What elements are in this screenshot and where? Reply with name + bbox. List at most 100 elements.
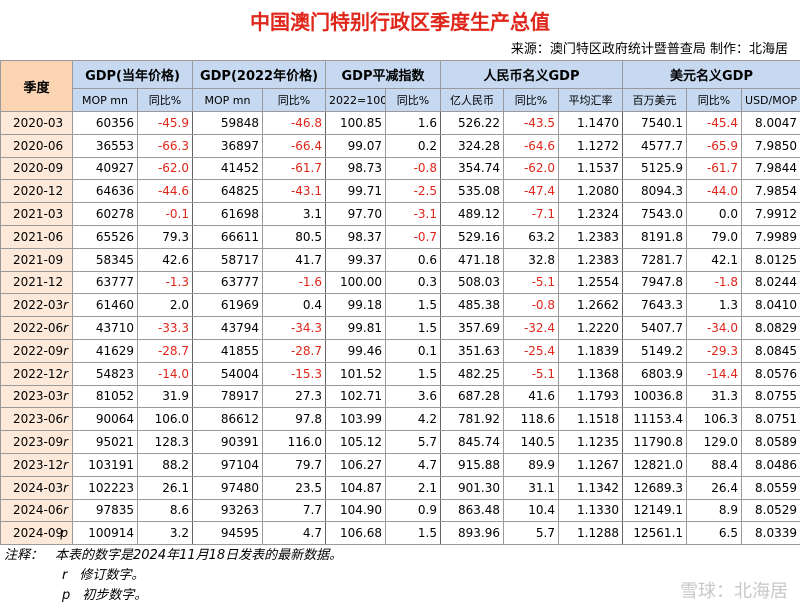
value-cell: 6803.9	[622, 361, 688, 386]
value-cell: 41.7	[262, 247, 326, 272]
value-cell: 0.9	[385, 498, 441, 523]
value-cell: 99.81	[325, 316, 386, 340]
value-cell: -44.6	[137, 179, 193, 204]
value-cell: 8.0755	[741, 384, 800, 409]
value-cell: -28.7	[262, 338, 326, 363]
value-cell: -47.4	[503, 179, 559, 204]
value-cell: 88.4	[686, 452, 743, 477]
value-cell: 7.9850	[741, 133, 800, 158]
data-row: 2020-03 60356 -45.9 59848 -46.8 100.85 1.6 526.…	[0, 111, 800, 135]
value-cell: 1.6	[385, 111, 441, 135]
unit-header: 亿人民币	[440, 88, 504, 112]
value-cell: 61969	[192, 293, 263, 318]
value-cell: 1.2080	[557, 179, 624, 204]
note-symbol-text: 初步数字。	[82, 588, 148, 603]
value-cell: -61.7	[262, 156, 326, 181]
value-cell: 12561.1	[622, 521, 688, 546]
note-line: 注释： 本表的数字是2024年11月18日发表的最新数据。	[4, 546, 342, 566]
data-row: 2023-09 r 95021 128.3 90391 116.0 105.12 5.7 845…	[0, 430, 800, 454]
value-cell: 1.1288	[557, 521, 624, 546]
value-cell: 100.00	[325, 270, 386, 295]
unit-header: MOP mn	[72, 88, 138, 112]
value-cell: 97.8	[262, 407, 326, 432]
value-cell: 95021	[72, 430, 138, 454]
data-row: 2021-12 63777 -1.3 63777 -1.6 100.00 0.3 508.03…	[0, 270, 800, 295]
value-cell: 1.1839	[557, 338, 624, 363]
value-cell: 90391	[192, 430, 263, 454]
value-cell: 3.6	[385, 384, 441, 409]
quarter-cell: 2021-09	[0, 247, 73, 272]
quarter-cell: 2024-06 r	[0, 498, 73, 523]
value-cell: 58345	[72, 247, 138, 272]
value-cell: -5.1	[503, 361, 559, 386]
value-cell: 7281.7	[622, 247, 688, 272]
value-cell: 8094.3	[622, 179, 688, 204]
quarter: 2021-03	[13, 207, 64, 222]
value-cell: 8.0576	[741, 361, 800, 386]
value-cell: 529.16	[440, 224, 504, 249]
quarter: 2024-09	[13, 526, 64, 541]
quarter: 2023-03	[13, 389, 64, 404]
value-cell: 8.0529	[741, 498, 800, 523]
value-cell: 79.7	[262, 452, 326, 477]
value-cell: -1.6	[262, 270, 326, 295]
value-cell: 41629	[72, 338, 138, 363]
value-cell: 27.3	[262, 384, 326, 409]
value-cell: 1.2220	[557, 316, 624, 340]
value-cell: 41855	[192, 338, 263, 363]
value-cell: -28.7	[137, 338, 193, 363]
value-cell: 0.1	[385, 338, 441, 363]
value-cell: 781.92	[440, 407, 504, 432]
value-cell: 1.2383	[557, 247, 624, 272]
value-cell: 1.5	[385, 316, 441, 340]
quarter-cell: 2023-06 r	[0, 407, 73, 432]
value-cell: 101.52	[325, 361, 386, 386]
value-cell: 2.0	[137, 293, 193, 318]
value-cell: -5.1	[503, 270, 559, 295]
value-cell: 99.18	[325, 293, 386, 318]
quarter-cell: 2020-09	[0, 156, 73, 181]
value-cell: 140.5	[503, 430, 559, 454]
unit-header: 同比%	[385, 88, 441, 112]
value-cell: 1.2662	[557, 293, 624, 318]
value-cell: 79.0	[686, 224, 743, 249]
value-cell: 535.08	[440, 179, 504, 204]
value-cell: 7540.1	[622, 111, 688, 135]
value-cell: 893.96	[440, 521, 504, 546]
value-cell: 351.63	[440, 338, 504, 363]
value-cell: 0.6	[385, 247, 441, 272]
value-cell: 508.03	[440, 270, 504, 295]
quarter-cell: 2022-06 r	[0, 316, 73, 340]
value-cell: 54823	[72, 361, 138, 386]
quarter-cell: 2023-12 r	[0, 452, 73, 477]
value-cell: 8.0244	[741, 270, 800, 295]
value-cell: 31.1	[503, 475, 559, 500]
value-cell: 0.0	[686, 202, 743, 226]
value-cell: -32.4	[503, 316, 559, 340]
data-row: 2022-03 r 61460 2.0 61969 0.4 99.18 1.5 485.38 -0…	[0, 293, 800, 318]
quarter: 2021-06	[13, 229, 64, 244]
value-cell: 12149.1	[622, 498, 688, 523]
quarter: 2024-06	[13, 503, 64, 518]
unit-header: 2022=100	[325, 88, 386, 112]
value-cell: 4.7	[262, 521, 326, 546]
value-cell: 41452	[192, 156, 263, 181]
value-cell: 485.38	[440, 293, 504, 318]
quarter: 2021-12	[13, 275, 64, 290]
value-cell: 26.1	[137, 475, 193, 500]
quarter-cell: 2022-03 r	[0, 293, 73, 318]
value-cell: 116.0	[262, 430, 326, 454]
value-cell: 60356	[72, 111, 138, 135]
value-cell: 1.5	[385, 361, 441, 386]
value-cell: 1.1342	[557, 475, 624, 500]
value-cell: 1.1267	[557, 452, 624, 477]
value-cell: 845.74	[440, 430, 504, 454]
value-cell: 63.2	[503, 224, 559, 249]
value-cell: 7.9989	[741, 224, 800, 249]
unit-row: MOP mn 同比% MOP mn 同比% 2022=100 同比% 亿人民币 同比% 平均汇率…	[1, 88, 800, 112]
flag: r	[63, 457, 68, 472]
value-cell: 36553	[72, 133, 138, 158]
group-header: 人民币名义GDP	[439, 60, 624, 89]
data-row: 2020-06 36553 -66.3 36897 -66.4 99.07 0.2 324.2…	[0, 133, 800, 158]
flag: r	[63, 480, 68, 495]
